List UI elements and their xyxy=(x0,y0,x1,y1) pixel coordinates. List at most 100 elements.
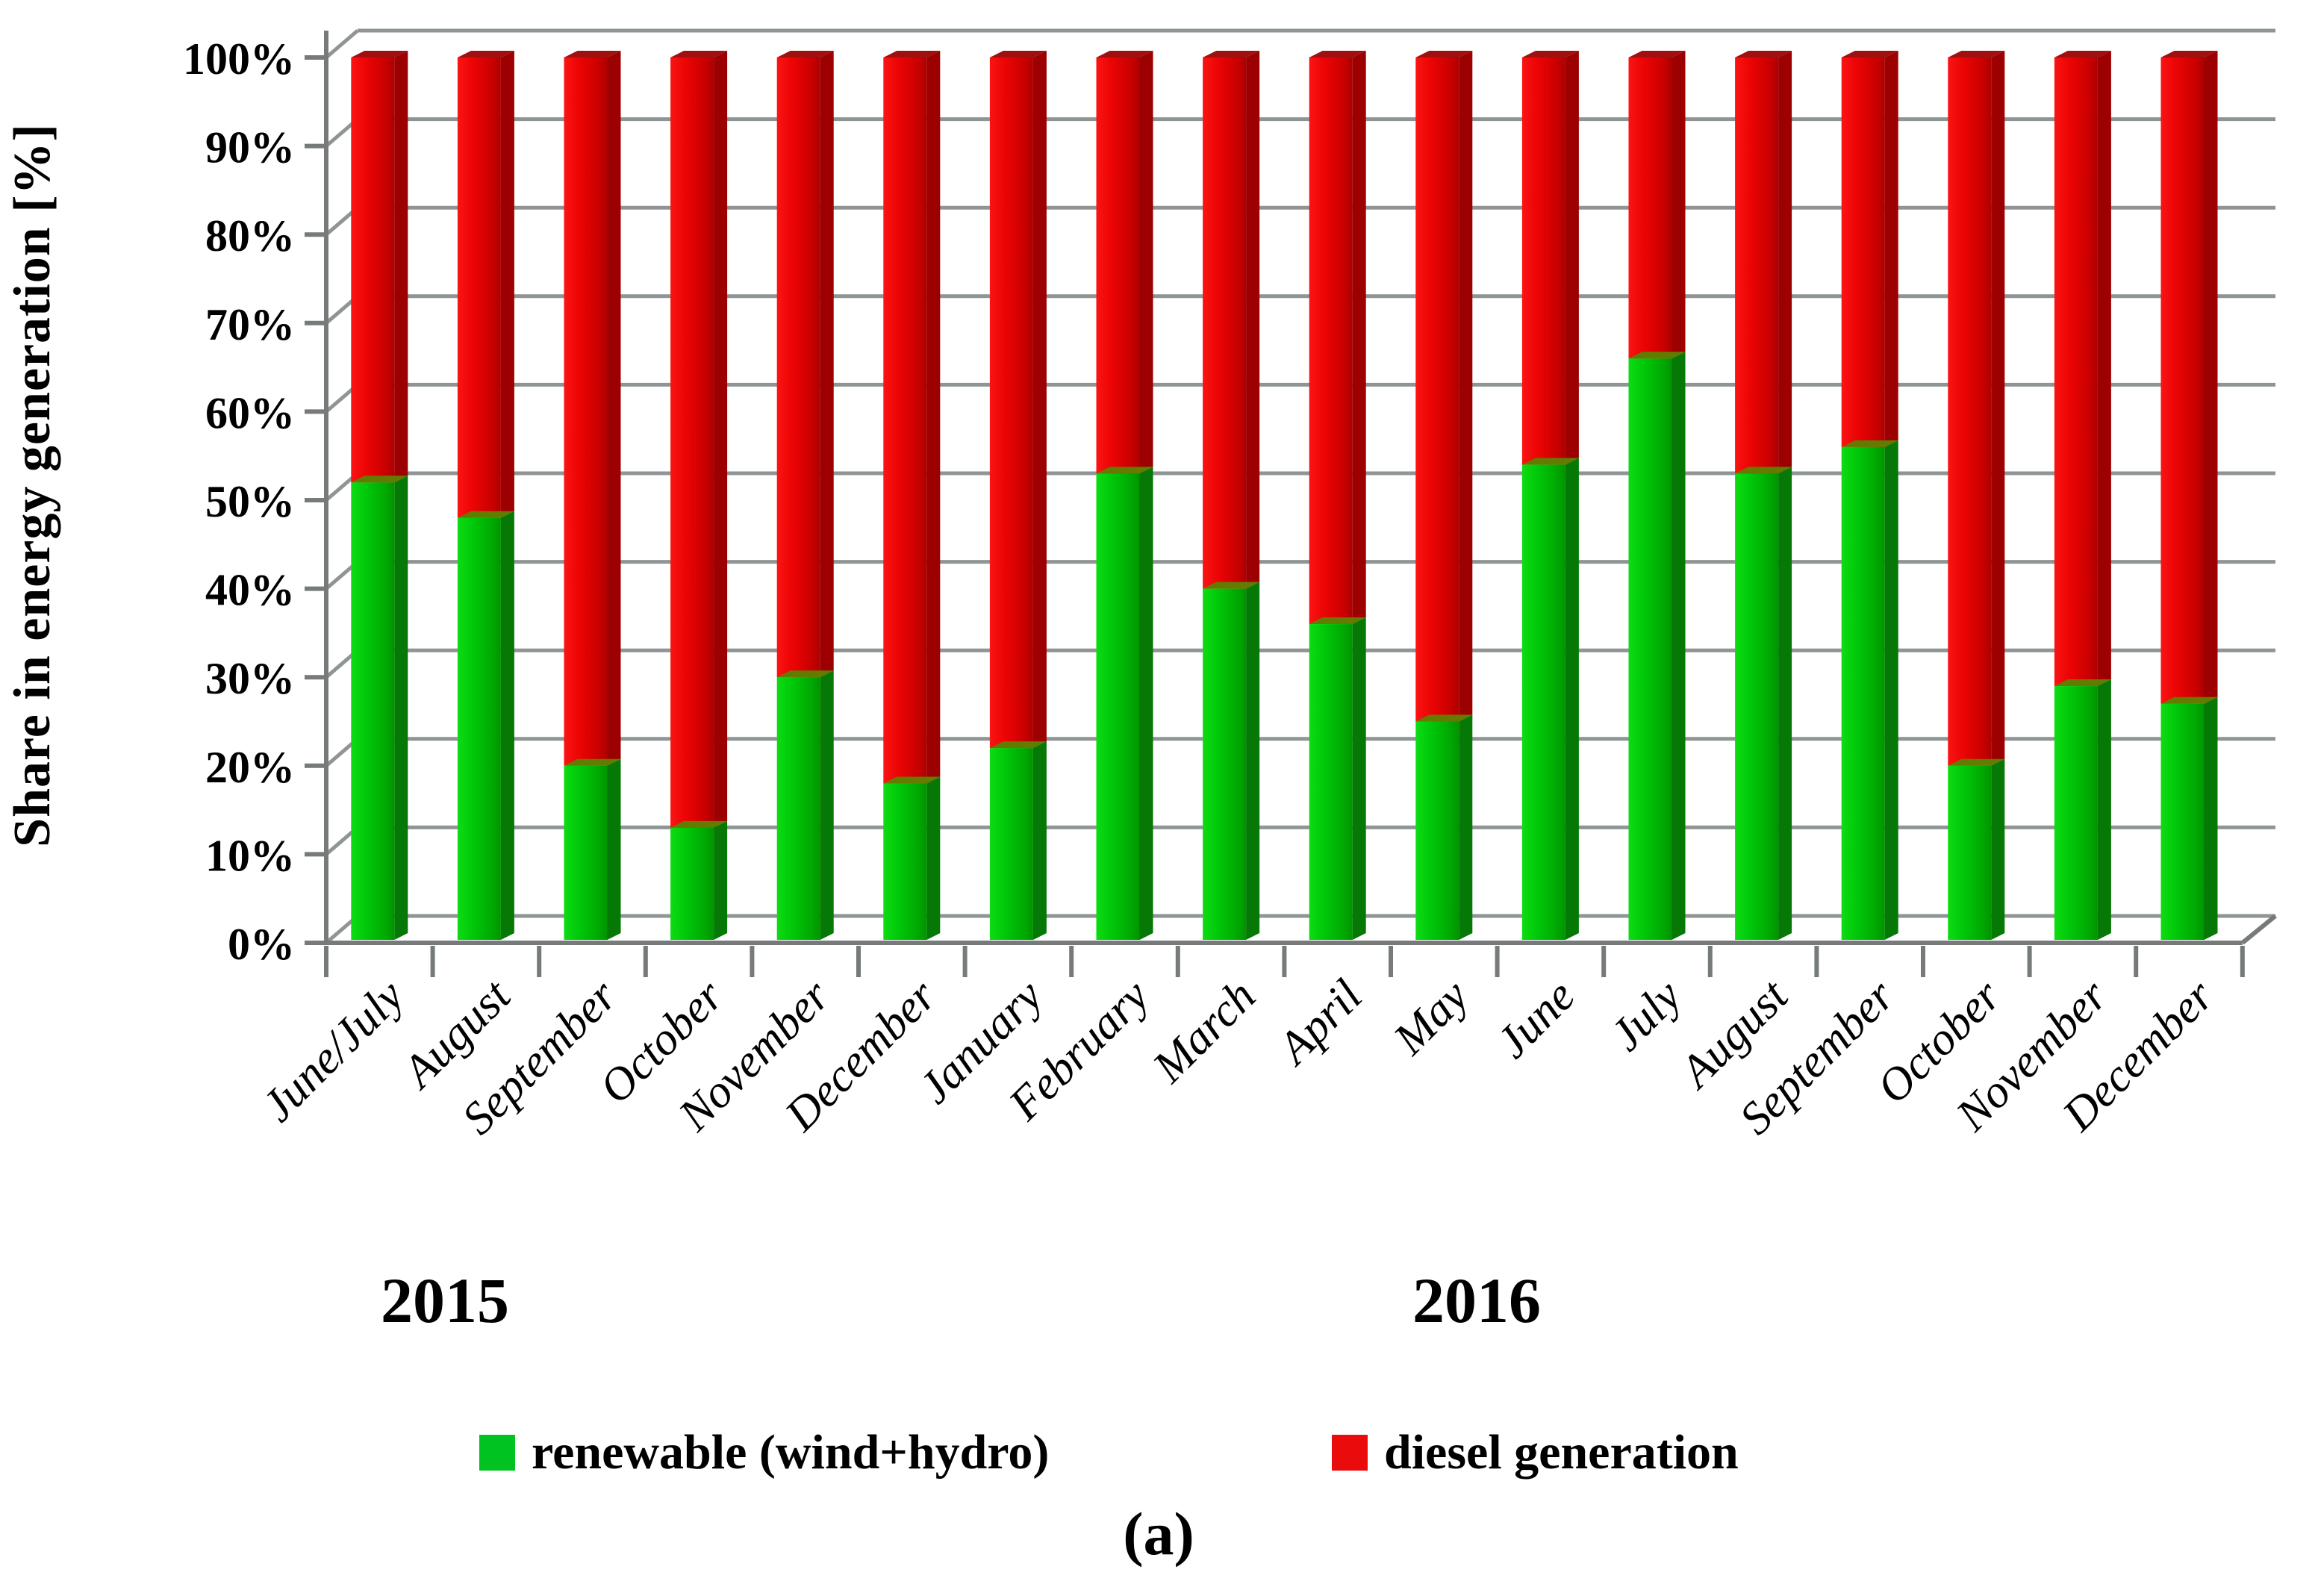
diesel-top-face xyxy=(351,51,408,57)
diesel-top-face xyxy=(883,51,941,57)
y-axis-title: Share in energy generation [%] xyxy=(4,123,61,847)
x-axis-label: June xyxy=(1487,970,1585,1068)
renewable-side-face xyxy=(1352,617,1366,940)
diesel-side-face xyxy=(2204,51,2218,704)
y-tick-label: 50% xyxy=(205,477,295,526)
renewable-segment xyxy=(1521,464,1565,940)
diesel-side-face xyxy=(714,51,728,828)
y-tick-label: 10% xyxy=(205,831,295,880)
renewable-segment xyxy=(1203,588,1247,940)
renewable-segment xyxy=(2054,686,2098,940)
diesel-side-face xyxy=(1459,51,1473,722)
diesel-side-face xyxy=(1565,51,1579,465)
y-tick-label: 80% xyxy=(205,211,295,261)
renewable-side-face xyxy=(1778,467,1792,940)
diesel-side-face xyxy=(1671,51,1686,359)
year-label-2015: 2015 xyxy=(381,1265,509,1336)
diesel-top-face xyxy=(1415,51,1473,57)
diesel-side-face xyxy=(394,51,408,483)
diesel-top-face xyxy=(2160,51,2218,57)
legend-item-diesel: diesel generation xyxy=(1332,1424,1739,1481)
diesel-segment xyxy=(1628,57,1672,359)
diesel-side-face xyxy=(1139,51,1153,474)
renewable-segment xyxy=(1948,765,1992,940)
renewable-side-face xyxy=(1884,440,1898,940)
y-tick-label: 70% xyxy=(205,300,295,349)
diesel-side-face xyxy=(1991,51,2005,766)
renewable-segment xyxy=(351,482,395,940)
renewable-segment xyxy=(2160,703,2205,940)
diesel-segment xyxy=(1521,57,1565,465)
renewable-segment xyxy=(1309,624,1353,940)
renewable-top-face xyxy=(1309,617,1366,625)
renewable-top-face xyxy=(2054,679,2111,687)
y-tick-label: 90% xyxy=(205,123,295,172)
diesel-segment xyxy=(1309,57,1353,625)
renewable-side-face xyxy=(394,476,408,940)
diesel-segment xyxy=(351,57,395,483)
diesel-top-face xyxy=(1628,51,1686,57)
diesel-top-face xyxy=(2054,51,2111,57)
diesel-top-face xyxy=(1521,51,1579,57)
renewable-segment xyxy=(1096,473,1140,940)
diesel-segment xyxy=(1096,57,1140,474)
diesel-swatch-icon xyxy=(1332,1435,1368,1471)
renewable-segment xyxy=(883,783,927,940)
renewable-top-face xyxy=(1096,467,1153,474)
renewable-segment xyxy=(670,827,714,940)
renewable-segment xyxy=(1735,473,1779,940)
diesel-segment xyxy=(1735,57,1779,474)
diesel-segment xyxy=(776,57,820,678)
diesel-top-face xyxy=(1841,51,1898,57)
renewable-side-face xyxy=(1565,458,1579,940)
diesel-segment xyxy=(883,57,927,784)
renewable-segment xyxy=(457,517,501,940)
renewable-side-face xyxy=(926,776,941,940)
renewable-side-face xyxy=(1459,714,1473,940)
renewable-side-face xyxy=(1032,741,1047,940)
renewable-side-face xyxy=(1139,467,1153,940)
renewable-top-face xyxy=(1628,352,1686,359)
renewable-side-face xyxy=(1246,582,1260,940)
renewable-top-face xyxy=(989,741,1047,749)
renewable-top-face xyxy=(1415,714,1473,722)
diesel-side-face xyxy=(607,51,621,766)
y-tick-label: 20% xyxy=(205,743,295,792)
renewable-segment xyxy=(989,748,1033,940)
subfigure-caption: (a) xyxy=(1123,1500,1194,1568)
diesel-top-face xyxy=(457,51,514,57)
diesel-top-face xyxy=(776,51,834,57)
diesel-top-face xyxy=(1096,51,1153,57)
diesel-segment xyxy=(1203,57,1247,589)
renewable-top-face xyxy=(564,758,621,766)
diesel-top-face xyxy=(989,51,1047,57)
diesel-side-face xyxy=(1884,51,1898,447)
x-axis-label: March xyxy=(1143,970,1265,1093)
year-label-2016: 2016 xyxy=(1412,1265,1541,1336)
diesel-top-face xyxy=(1309,51,1366,57)
renewable-segment xyxy=(776,677,820,940)
x-axis-label: July xyxy=(1601,970,1691,1060)
renewable-top-face xyxy=(351,476,408,483)
diesel-top-face xyxy=(564,51,621,57)
floor-right-edge xyxy=(2240,914,2277,945)
renewable-top-face xyxy=(1521,458,1579,465)
diesel-side-face xyxy=(926,51,941,784)
diesel-side-face xyxy=(500,51,514,518)
diesel-side-face xyxy=(1032,51,1047,749)
gridline-connector xyxy=(325,29,359,59)
diesel-segment xyxy=(1948,57,1992,766)
diesel-side-face xyxy=(1352,51,1366,625)
diesel-side-face xyxy=(1778,51,1792,474)
diesel-side-face xyxy=(820,51,834,678)
renewable-side-face xyxy=(1671,352,1686,940)
renewable-side-face xyxy=(2204,696,2218,940)
diesel-top-face xyxy=(1203,51,1260,57)
renewable-side-face xyxy=(2097,679,2111,940)
renewable-side-face xyxy=(1991,758,2005,940)
y-tick-label: 100% xyxy=(183,34,295,84)
diesel-segment xyxy=(457,57,501,518)
diesel-side-face xyxy=(1246,51,1260,589)
